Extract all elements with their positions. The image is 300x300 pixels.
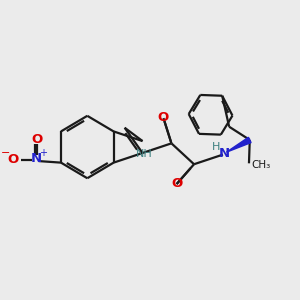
- Text: O: O: [7, 153, 19, 166]
- Text: +: +: [39, 148, 47, 158]
- Text: O: O: [171, 177, 182, 190]
- Text: O: O: [31, 133, 42, 146]
- Text: −: −: [1, 148, 10, 158]
- Text: H: H: [212, 142, 221, 152]
- Text: N: N: [219, 147, 230, 160]
- Text: N: N: [31, 152, 42, 165]
- Text: CH₃: CH₃: [251, 160, 271, 170]
- Text: NH: NH: [136, 149, 152, 159]
- Text: O: O: [158, 111, 169, 124]
- Polygon shape: [226, 137, 251, 152]
